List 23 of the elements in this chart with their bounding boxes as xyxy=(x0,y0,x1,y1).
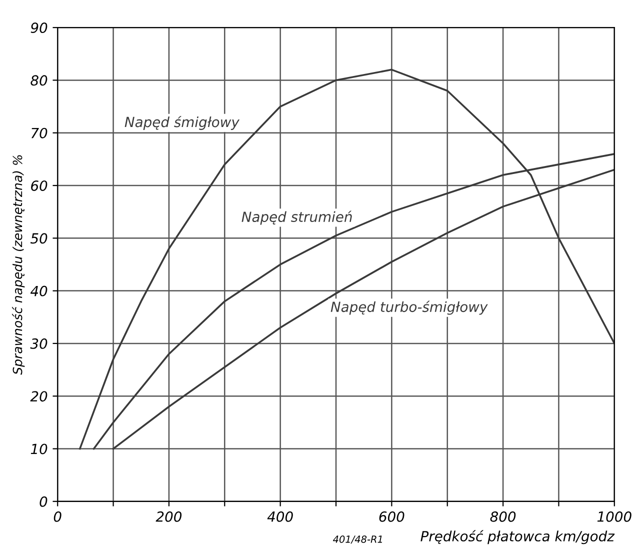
line-series xyxy=(78,68,614,450)
y-tick-label: 20 xyxy=(30,391,48,402)
text: 401/48-R1 xyxy=(332,536,382,544)
y-tick-label: 70 xyxy=(31,128,48,138)
x-tick-label: 0 xyxy=(54,511,62,522)
x-tick-label: 400 xyxy=(267,511,293,522)
y-tick-label: 0 xyxy=(40,496,48,507)
x-tick-label: 600 xyxy=(379,511,404,522)
x-tick-label: 1000 xyxy=(597,511,632,522)
y-tick-label: 80 xyxy=(30,75,48,86)
y-tick-label: 40 xyxy=(30,286,48,296)
y-tick-label: 10 xyxy=(30,444,48,454)
y-tick-label: 90 xyxy=(30,22,48,34)
y-tick-label: 30 xyxy=(30,338,48,349)
series-label: Napęd śmigłowy xyxy=(124,116,240,130)
series-label: Napęd turbo-śmigłowy xyxy=(330,300,488,315)
y-tick-label: 50 xyxy=(30,233,48,244)
x-tick-label: 800 xyxy=(490,511,516,522)
y-axis-title: Sprawność napędu (zewnętrzna) % xyxy=(12,155,25,375)
y-tick-label: 60 xyxy=(31,180,48,191)
x-axis-title: Prędkość płatowca km/godz xyxy=(420,530,615,544)
series-label: Napęd strumień xyxy=(242,210,352,225)
x-tick-label: 200 xyxy=(156,511,182,522)
